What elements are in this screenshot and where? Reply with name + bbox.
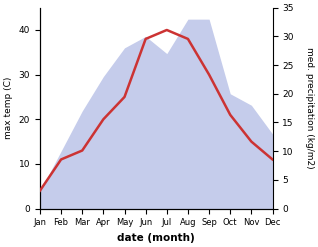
- X-axis label: date (month): date (month): [117, 233, 195, 243]
- Y-axis label: max temp (C): max temp (C): [4, 77, 13, 139]
- Y-axis label: med. precipitation (kg/m2): med. precipitation (kg/m2): [305, 47, 314, 169]
